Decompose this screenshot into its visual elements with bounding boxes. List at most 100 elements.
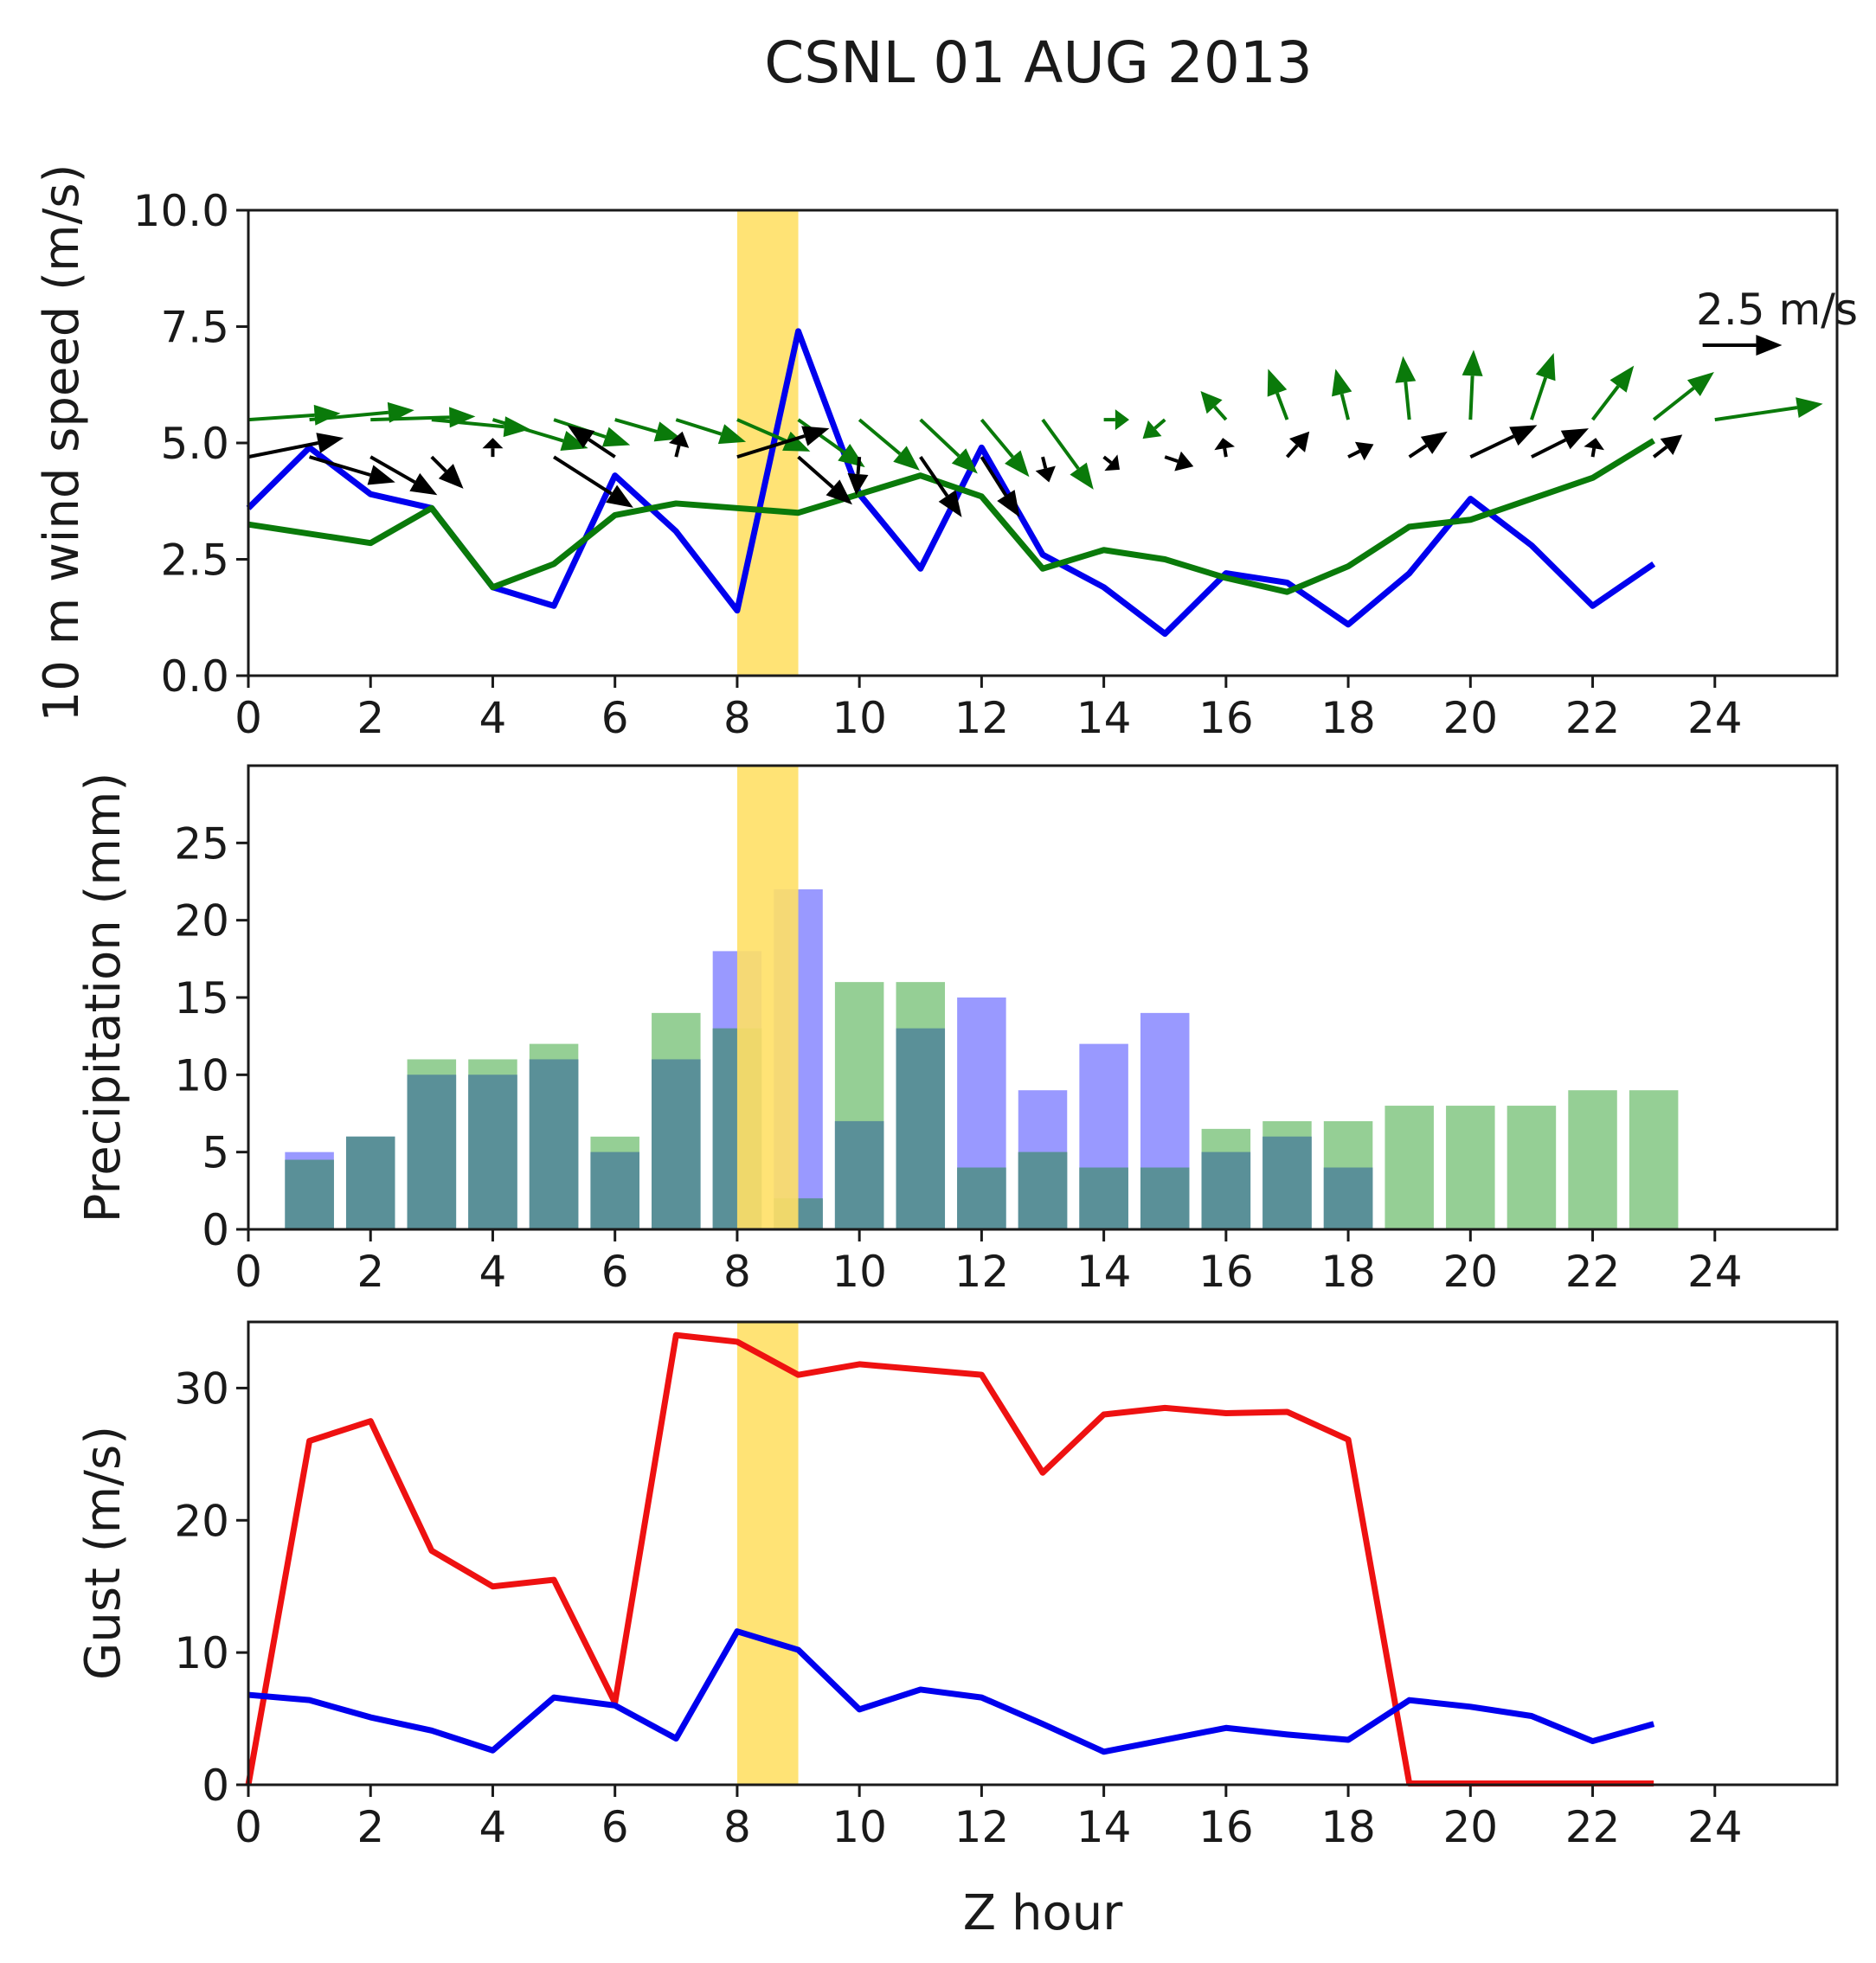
- precip-bar-overlap: [1201, 1151, 1251, 1229]
- wind-vector-observed: [1408, 431, 1448, 459]
- wind-vector-model: [980, 418, 1030, 478]
- wind-vector-model-shaft: [980, 418, 1014, 459]
- wind-vector-model-shaft: [614, 418, 658, 433]
- gust-x-tick-label: 6: [601, 1802, 629, 1852]
- wind-vector-observed-head: [567, 425, 595, 449]
- gust-x-tick-label: 12: [954, 1802, 1010, 1852]
- wind-x-tick-label: 14: [1076, 693, 1132, 743]
- wind-reference-arrow: [1702, 335, 1783, 356]
- gust-x-tick-label: 22: [1565, 1802, 1621, 1852]
- wind-vector-model: [919, 418, 978, 474]
- wind-vector-observed: [797, 455, 852, 505]
- wind-vector-observed: [1652, 434, 1683, 459]
- wind-vector-observed-shaft: [1164, 455, 1179, 463]
- precip-x-tick-label: 20: [1442, 1247, 1498, 1297]
- wind-vector-model-head: [1332, 369, 1352, 397]
- precip-bar-overlap: [468, 1075, 517, 1229]
- wind-vector-observed: [1469, 425, 1538, 459]
- precip-y-tick-label: 20: [174, 896, 229, 946]
- precip-x-tick-label: 22: [1565, 1247, 1621, 1297]
- wind-vector-observed-shaft: [1408, 444, 1428, 459]
- wind-vector-model: [247, 404, 341, 426]
- wind-vector-observed: [1214, 438, 1236, 458]
- wind-vector-model-head: [893, 446, 920, 471]
- wind-vector-model-shaft: [1404, 382, 1411, 420]
- precip-y-tick-label: 0: [202, 1205, 229, 1255]
- precip-highlight-band: [736, 766, 799, 1229]
- wind-vector-model-head: [1686, 372, 1714, 397]
- wind-vector-model-head: [1200, 391, 1223, 414]
- wind-vector-model: [370, 407, 476, 428]
- precip-x-tick-label: 24: [1687, 1247, 1743, 1297]
- wind-vector-model: [858, 418, 920, 471]
- wind-vector-observed-shaft: [369, 455, 416, 484]
- wind-vector-model-shaft: [797, 418, 845, 454]
- gust-series-observed-gust: [247, 1628, 1655, 1755]
- wind-vector-model: [1462, 350, 1483, 420]
- wind-vector-observed-shaft: [1041, 456, 1048, 469]
- wind-vector-observed-head: [997, 490, 1020, 517]
- wind-vector-observed-shaft: [980, 456, 1008, 497]
- wind-vector-model-shaft: [491, 418, 564, 443]
- wind-vector-observed: [567, 425, 616, 459]
- wind-vector-model-shaft: [1530, 376, 1548, 420]
- precip-x-tick-label: 18: [1320, 1247, 1376, 1297]
- wind-vector-observed-head: [1288, 431, 1310, 452]
- wind-x-tick-label: 10: [832, 693, 887, 743]
- wind-y-tick-label: 10.0: [133, 186, 229, 236]
- wind-vector-observed: [369, 455, 438, 496]
- wind-vector-model-head: [1267, 369, 1288, 397]
- wind-vector-observed-shaft: [797, 455, 834, 489]
- wind-y-tick-label: 0.0: [160, 651, 229, 702]
- wind-vector-model: [1530, 352, 1556, 420]
- wind-reference-label: 2.5 m/s: [1696, 285, 1858, 335]
- gust-x-tick-label: 8: [723, 1802, 751, 1852]
- precip-bar-overlap: [1079, 1167, 1128, 1229]
- wind-vector-model-shaft: [370, 415, 450, 422]
- wind-vector-observed-shaft: [309, 455, 371, 477]
- wind-vector-observed-shaft: [856, 456, 862, 475]
- gust-highlight-band: [736, 1322, 799, 1785]
- wind-vector-model-shaft: [1652, 387, 1695, 421]
- precip-bar-overlap: [285, 1159, 334, 1229]
- wind-vector-model: [1041, 418, 1094, 490]
- wind-vector-model-shaft: [1468, 375, 1474, 420]
- wind-vector-observed: [552, 455, 633, 508]
- wind-vector-observed-head: [1354, 441, 1374, 461]
- gust-y-tick-label: 30: [174, 1363, 229, 1414]
- wind-vector-model-shaft: [675, 418, 723, 436]
- wind-vector-observed-shaft: [552, 455, 613, 496]
- wind-x-tick-label: 0: [234, 693, 262, 743]
- wind-vector-model-shaft: [1153, 418, 1166, 430]
- chart-title: CSNL 01 AUG 2013: [764, 29, 1313, 96]
- wind-vector-model: [675, 418, 747, 445]
- wind-vector-model: [491, 418, 588, 452]
- precip-x-tick-label: 4: [479, 1247, 507, 1297]
- wind-y-tick-label: 2.5: [160, 536, 229, 586]
- wind-vector-model-shaft: [1340, 393, 1351, 420]
- wind-vector-observed: [482, 438, 504, 458]
- wind-x-tick-label: 16: [1198, 693, 1254, 743]
- wind-x-tick-label: 18: [1320, 693, 1376, 743]
- wind-vector-model-shaft: [1714, 406, 1798, 422]
- gust-series-model-gust: [245, 1331, 1654, 1787]
- wind-vector-observed-shaft: [1469, 434, 1515, 459]
- wind-vector-observed-head: [367, 465, 395, 485]
- wind-vector-model: [736, 418, 811, 452]
- wind-vector-observed-head: [826, 479, 852, 505]
- wind-vector-observed: [1285, 431, 1310, 459]
- wind-vector-observed-shaft: [1590, 447, 1597, 458]
- wind-speed-y-axis-label: 10 m wind speed (m/s): [34, 164, 90, 722]
- wind-vector-model-shaft: [247, 413, 315, 422]
- wind-vector-observed: [668, 431, 690, 458]
- wind-vector-observed-shaft: [1347, 449, 1361, 459]
- wind-vector-observed-head: [847, 472, 869, 496]
- wind-vector-observed-head: [801, 426, 830, 446]
- wind-vector-observed-head: [1660, 434, 1683, 456]
- wind-x-tick-label: 24: [1687, 693, 1743, 743]
- wind-vector-observed-head: [1214, 438, 1236, 451]
- precip-y-tick-label: 5: [202, 1128, 229, 1178]
- panel-wind-speed: 2.5 m/s 0 2 4 6 8 10 12 14 16 18 20 22 240.02.55.07.…: [34, 164, 1858, 743]
- wind-vector-model-head: [1142, 420, 1162, 439]
- precip-bar-overlap: [652, 1059, 701, 1229]
